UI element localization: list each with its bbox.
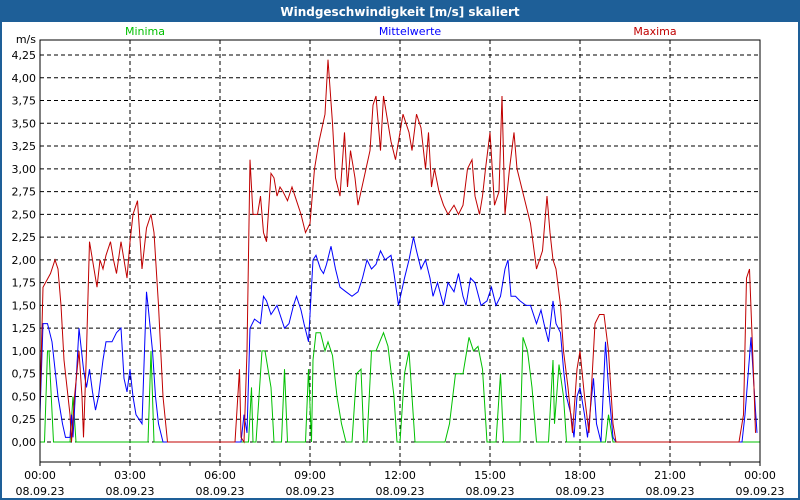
- x-tick-time: 03:00: [114, 469, 146, 482]
- y-tick-label: 3,00: [12, 163, 37, 176]
- x-tick-time: 00:00: [744, 469, 776, 482]
- x-tick-time: 00:00: [24, 469, 56, 482]
- y-tick-label: 0,75: [12, 368, 37, 381]
- y-tick-label: 1,25: [12, 322, 37, 335]
- y-tick-label: 2,50: [12, 208, 37, 221]
- x-tick-date: 08.09.23: [556, 485, 605, 498]
- x-tick-date: 08.09.23: [16, 485, 65, 498]
- x-tick-time: 09:00: [294, 469, 326, 482]
- y-tick-label: 4,00: [12, 72, 37, 85]
- y-tick-label: 4,25: [12, 49, 37, 62]
- x-tick-date: 08.09.23: [646, 485, 695, 498]
- series-line-minima: [40, 331, 760, 443]
- chart-title: Windgeschwindigkeit [m/s] skaliert: [2, 2, 798, 22]
- x-tick-date: 08.09.23: [286, 485, 335, 498]
- y-tick-label: 2,75: [12, 186, 37, 199]
- y-tick-label: 1,75: [12, 277, 37, 290]
- legend-maxima: Maxima: [633, 25, 676, 38]
- x-tick-date: 08.09.23: [466, 485, 515, 498]
- y-tick-label: 3,25: [12, 140, 37, 153]
- series-line-maxima: [39, 59, 756, 444]
- y-tick-label: 0,25: [12, 413, 37, 426]
- series-line-mittelwerte: [39, 236, 758, 443]
- y-tick-label: 1,00: [12, 345, 37, 358]
- x-tick-time: 12:00: [384, 469, 416, 482]
- y-tick-label: 2,25: [12, 231, 37, 244]
- x-tick-time: 18:00: [564, 469, 596, 482]
- y-axis-label: m/s: [16, 33, 36, 46]
- legend-minima: Minima: [125, 25, 165, 38]
- y-tick-label: 3,75: [12, 95, 37, 108]
- y-tick-label: 0,50: [12, 390, 37, 403]
- y-tick-label: 0,00: [12, 436, 37, 449]
- y-tick-label: 3,50: [12, 117, 37, 130]
- x-tick-date: 08.09.23: [376, 485, 425, 498]
- x-tick-date: 09.09.23: [736, 485, 785, 498]
- x-tick-time: 15:00: [474, 469, 506, 482]
- y-tick-label: 1,50: [12, 299, 37, 312]
- x-tick-date: 08.09.23: [106, 485, 155, 498]
- y-tick-label: 2,00: [12, 254, 37, 267]
- x-tick-date: 08.09.23: [196, 485, 245, 498]
- legend-mittelwerte: Mittelwerte: [379, 25, 442, 38]
- plot-frame: [39, 39, 761, 463]
- x-tick-time: 21:00: [654, 469, 686, 482]
- x-tick-time: 06:00: [204, 469, 236, 482]
